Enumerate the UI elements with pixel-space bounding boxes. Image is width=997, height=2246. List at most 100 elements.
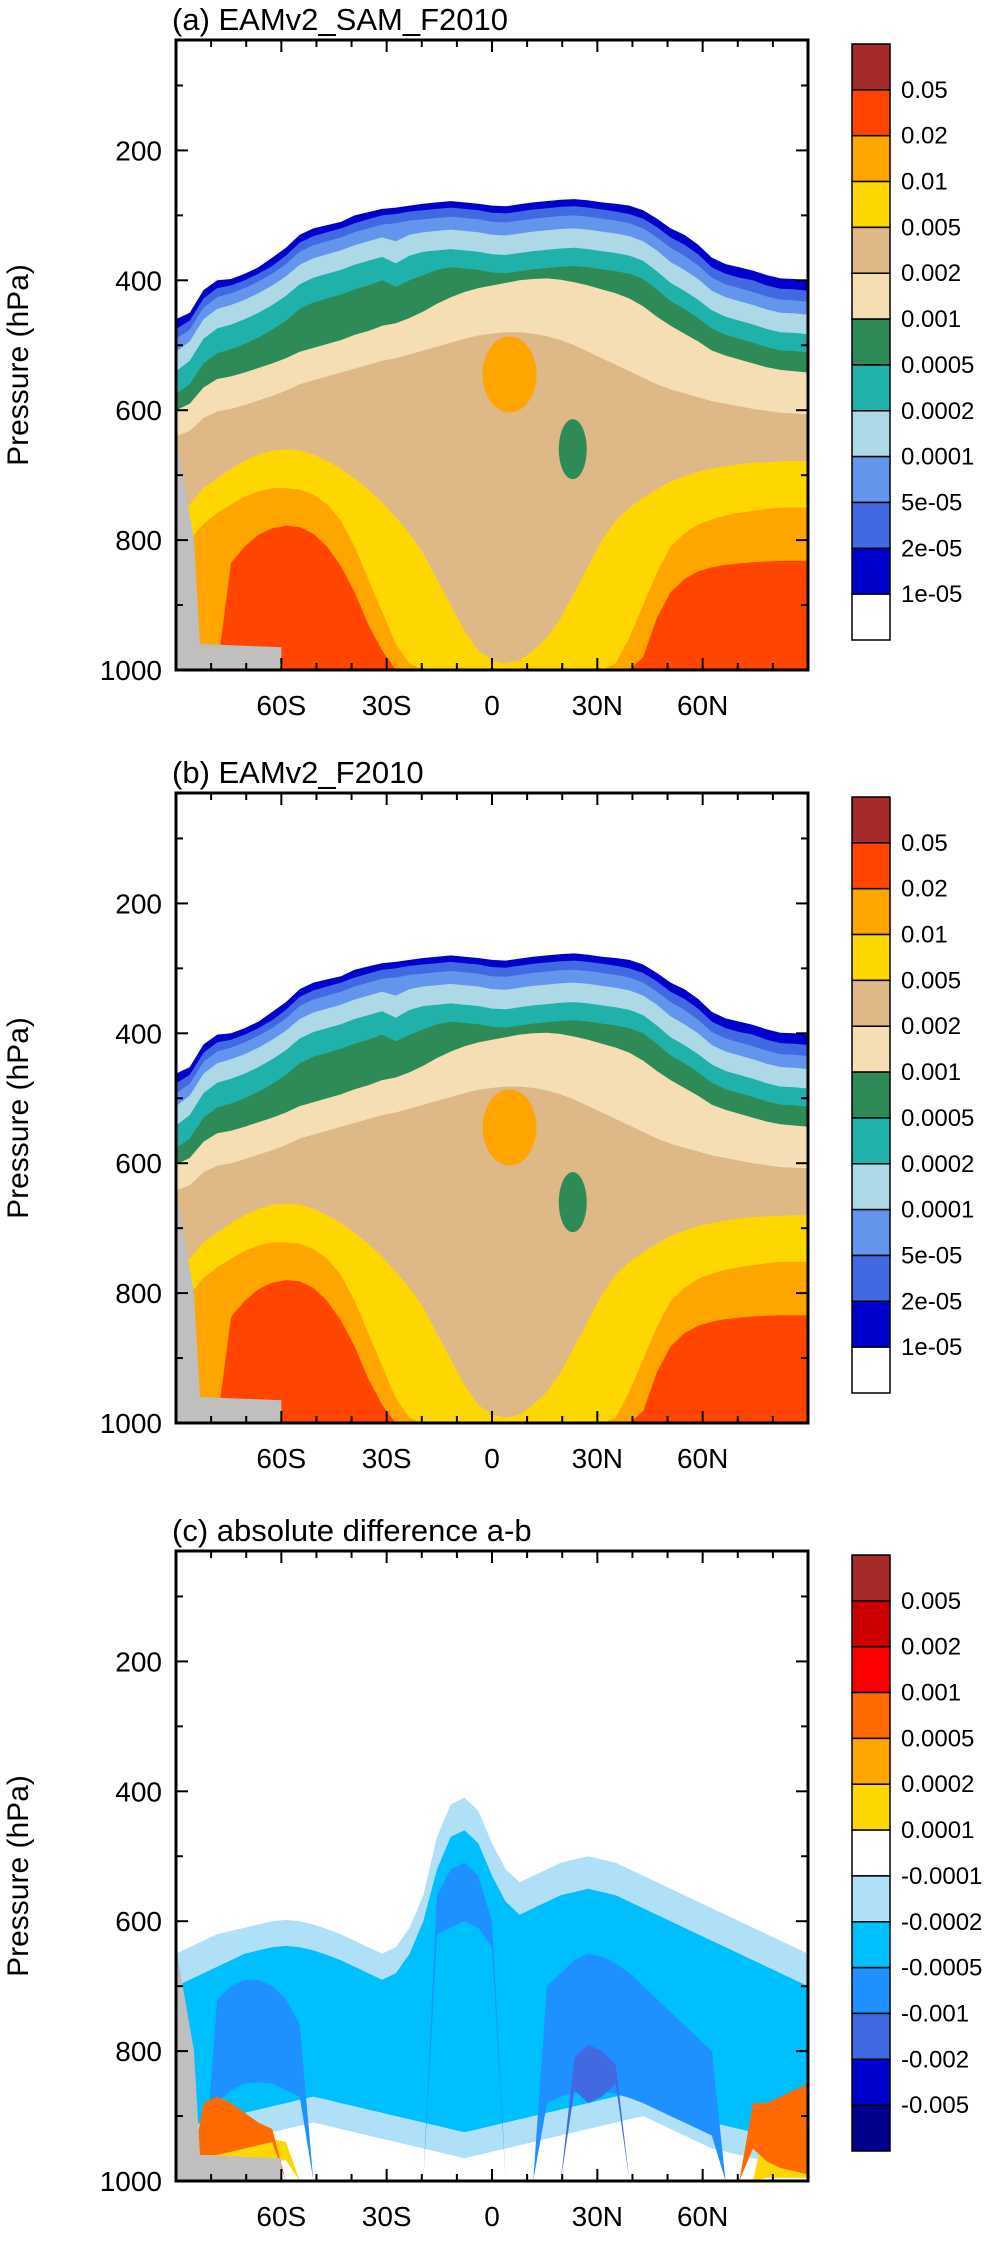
colorbar: 0.05 0.02 0.01 0.005 0.002 0.001 0.0005 0.0002 0… bbox=[851, 43, 974, 641]
x-tick-label: 30S bbox=[362, 690, 412, 721]
y-tick-label: 800 bbox=[115, 1278, 162, 1309]
x-tick-label: 60N bbox=[677, 690, 728, 721]
contour-layers bbox=[176, 199, 808, 670]
colorbar-swatch bbox=[851, 134, 891, 183]
colorbar-swatch bbox=[851, 1966, 891, 2015]
colorbar-label: 0.0005 bbox=[901, 1105, 974, 1132]
x-tick-label: 0 bbox=[484, 2201, 500, 2232]
colorbar-label: -0.0002 bbox=[901, 1909, 982, 1936]
colorbar-swatch bbox=[851, 1875, 891, 1923]
colorbar-swatch bbox=[851, 1071, 891, 1119]
contour-band bbox=[176, 1280, 808, 1423]
y-tick-label: 1000 bbox=[100, 2166, 162, 2197]
colorbar-label: 0.02 bbox=[901, 123, 948, 150]
colorbar-swatch bbox=[851, 1554, 891, 1602]
colorbar-label: 0.002 bbox=[901, 260, 961, 287]
colorbar-label: 0.0005 bbox=[901, 352, 974, 379]
colorbar-swatch bbox=[851, 1163, 891, 1211]
colorbar-swatch bbox=[851, 410, 891, 458]
x-tick-label: 30N bbox=[572, 1443, 623, 1474]
colorbar-label: 0.002 bbox=[901, 1013, 961, 1040]
colorbar-label: -0.002 bbox=[901, 2046, 969, 2073]
colorbar-swatch bbox=[851, 180, 891, 229]
colorbar-label: 0.0002 bbox=[901, 1151, 974, 1178]
y-axis-label: Pressure (hPa) bbox=[2, 1775, 35, 1977]
colorbar-label: 0.001 bbox=[901, 306, 961, 333]
topography-mask bbox=[176, 1189, 282, 1423]
colorbar-swatch bbox=[851, 226, 891, 274]
contour-layers bbox=[176, 1797, 808, 2181]
colorbar-swatch bbox=[851, 318, 891, 366]
panel-c: (c) absolute difference a-b 200 400 600 800 1… bbox=[2, 1513, 982, 2232]
colorbar-swatch bbox=[851, 89, 891, 137]
x-tick-label: 60N bbox=[677, 2201, 728, 2232]
colorbar-label: 0.0001 bbox=[901, 1197, 974, 1224]
colorbar-swatch bbox=[851, 1117, 891, 1165]
colorbar-label: 5e-05 bbox=[901, 1242, 962, 1269]
colorbar-label: 2e-05 bbox=[901, 1288, 962, 1315]
x-tick-label: 30S bbox=[362, 1443, 412, 1474]
colorbar-label: 1e-05 bbox=[901, 581, 962, 608]
topography-mask bbox=[176, 436, 282, 670]
x-tick-label: 30S bbox=[362, 2201, 412, 2232]
colorbar-swatch bbox=[851, 1600, 891, 1648]
colorbar-swatch bbox=[851, 1921, 891, 1969]
colorbar-label: 2e-05 bbox=[901, 535, 962, 562]
x-tick-label: 60S bbox=[256, 690, 306, 721]
colorbar-swatch bbox=[851, 1783, 891, 1831]
colorbar: 0.05 0.02 0.01 0.005 0.002 0.001 0.0005 0.0002 0… bbox=[851, 796, 974, 1394]
colorbar-label: 0.005 bbox=[901, 1588, 961, 1615]
colorbar-swatch bbox=[851, 593, 891, 641]
panel-title: (a) EAMv2_SAM_F2010 bbox=[172, 2, 508, 37]
colorbar-label: 0.0005 bbox=[901, 1725, 974, 1752]
x-tick-label: 60S bbox=[256, 1443, 306, 1474]
colorbar-swatch bbox=[851, 979, 891, 1027]
colorbar-label: 5e-05 bbox=[901, 489, 962, 516]
colorbar-swatch bbox=[851, 272, 891, 320]
x-tick-label: 30N bbox=[572, 2201, 623, 2232]
colorbar-label: 0.0002 bbox=[901, 1771, 974, 1798]
colorbar-label: 0.01 bbox=[901, 922, 948, 949]
colorbar-swatch bbox=[851, 1691, 891, 1740]
colorbar-label: -0.0005 bbox=[901, 1955, 982, 1982]
y-tick-label: 200 bbox=[115, 1646, 162, 1677]
colorbar-label: 0.0002 bbox=[901, 398, 974, 425]
contour-blob bbox=[494, 354, 525, 395]
colorbar-label: -0.0001 bbox=[901, 1863, 982, 1890]
x-tick-label: 0 bbox=[484, 690, 500, 721]
y-tick-label: 600 bbox=[115, 395, 162, 426]
y-tick-label: 400 bbox=[115, 265, 162, 296]
y-tick-label: 400 bbox=[115, 1776, 162, 1807]
x-tick-label: 30N bbox=[572, 690, 623, 721]
contour-layers bbox=[176, 953, 808, 1423]
contour-band bbox=[176, 1862, 808, 2181]
colorbar-swatch bbox=[851, 1254, 891, 1303]
colorbar-label: 0.05 bbox=[901, 77, 948, 104]
contour-blob bbox=[558, 1172, 587, 1233]
colorbar-label: 0.02 bbox=[901, 876, 948, 903]
y-tick-label: 200 bbox=[115, 135, 162, 166]
colorbar-label: 0.0001 bbox=[901, 444, 974, 471]
colorbar-label: 0.001 bbox=[901, 1059, 961, 1086]
y-tick-label: 1000 bbox=[100, 655, 162, 686]
colorbar-label: 0.0001 bbox=[901, 1817, 974, 1844]
colorbar-swatch bbox=[851, 2012, 891, 2061]
colorbar-swatch bbox=[851, 1737, 891, 1785]
x-tick-label: 0 bbox=[484, 1443, 500, 1474]
colorbar-swatch bbox=[851, 364, 891, 412]
colorbar-swatch bbox=[851, 1829, 891, 1877]
colorbar: 0.005 0.002 0.001 0.0005 0.0002 0.0001 -0.0001… bbox=[851, 1554, 982, 2152]
colorbar-label: 0.002 bbox=[901, 1634, 961, 1661]
y-tick-label: 800 bbox=[115, 525, 162, 556]
colorbar-swatch bbox=[851, 887, 891, 936]
contour-blob bbox=[558, 419, 587, 480]
colorbar-swatch bbox=[851, 1300, 891, 1348]
colorbar-swatch bbox=[851, 547, 891, 595]
x-tick-label: 60N bbox=[677, 1443, 728, 1474]
colorbar-swatch bbox=[851, 1645, 891, 1694]
y-tick-label: 1000 bbox=[100, 1408, 162, 1439]
colorbar-swatch bbox=[851, 842, 891, 890]
y-axis-label: Pressure (hPa) bbox=[2, 264, 35, 466]
panel-b: (b) EAMv2_F2010 200 400 600 800 1000 60S 30S 0 30… bbox=[2, 755, 974, 1474]
